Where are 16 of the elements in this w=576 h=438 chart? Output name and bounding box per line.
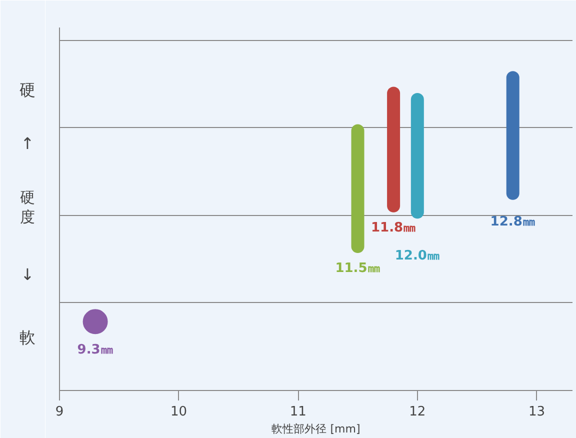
- x-tick-label: 9: [55, 404, 64, 420]
- text: ↓: [20, 265, 34, 284]
- annotation: 12.8㎜: [490, 214, 536, 230]
- x-tick-label: 10: [170, 404, 188, 420]
- annotation: 11.8㎜: [371, 220, 416, 236]
- annotation: 9.3㎜: [77, 342, 114, 358]
- x-tick-label: 12: [409, 404, 426, 420]
- annotation: 12.0㎜: [394, 248, 440, 264]
- text: 硬: [20, 80, 36, 100]
- y-axis-title: 硬度: [20, 188, 35, 226]
- text: ↑: [20, 134, 34, 153]
- x-axis-title: 軟性部外径 [mm]: [272, 422, 360, 436]
- x-tick-label: 13: [528, 404, 545, 420]
- annotation: 11.5㎜: [335, 260, 380, 276]
- x-tick-label: 11: [290, 404, 306, 420]
- text: 軟: [20, 328, 36, 347]
